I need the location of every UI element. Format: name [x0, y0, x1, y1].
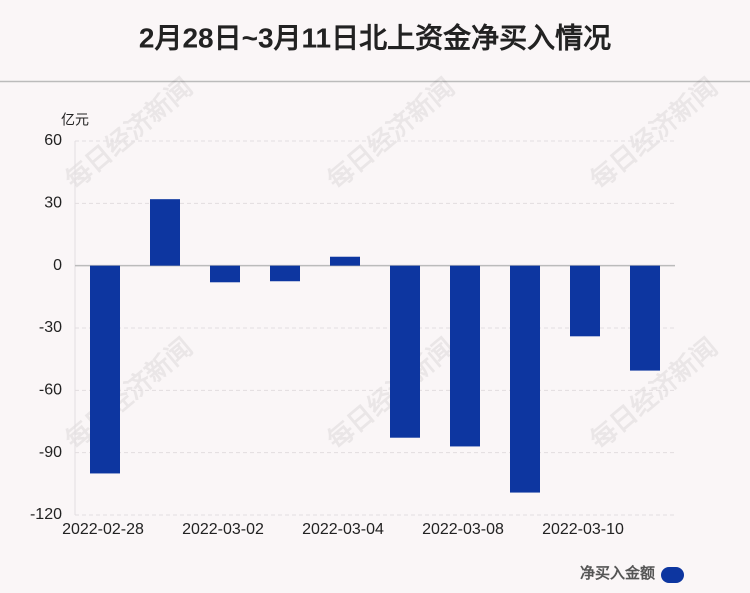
y-tick-label: 0	[53, 257, 62, 274]
bar	[390, 265, 420, 438]
chart-title: 2月28日~3月11日北上资金净买入情况	[139, 21, 611, 53]
y-tick-label: -90	[39, 444, 62, 461]
x-tick-label: 2022-03-04	[302, 521, 384, 538]
bar	[510, 265, 540, 493]
x-tick-label: 2022-03-10	[542, 521, 624, 538]
legend-label: 净买入金额	[580, 564, 655, 582]
bar	[570, 265, 600, 337]
y-tick-label: 30	[44, 195, 62, 212]
bar	[210, 265, 240, 283]
y-tick-label: -120	[30, 506, 62, 523]
bar	[330, 256, 360, 266]
bar	[150, 199, 180, 266]
legend-swatch	[661, 567, 684, 583]
bar	[270, 265, 300, 282]
y-tick-label: -60	[39, 382, 62, 399]
x-tick-label: 2022-03-02	[182, 521, 264, 538]
bar	[630, 265, 660, 371]
y-tick-label: -30	[39, 319, 62, 336]
y-unit: 亿元	[61, 112, 89, 128]
x-tick-label: 2022-02-28	[62, 521, 144, 538]
bar	[450, 265, 480, 447]
y-tick-label: 60	[44, 132, 62, 149]
bar	[90, 265, 120, 474]
x-tick-label: 2022-03-08	[422, 521, 504, 538]
